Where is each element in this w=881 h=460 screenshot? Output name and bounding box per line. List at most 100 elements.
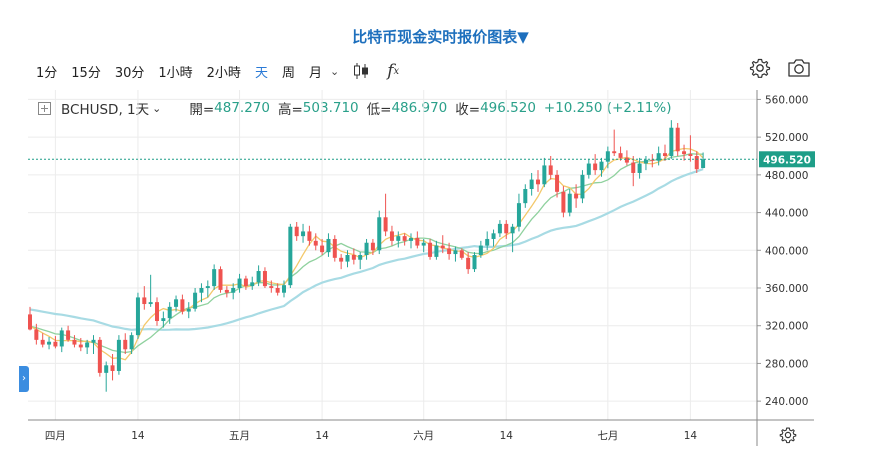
candle-body bbox=[135, 297, 140, 336]
legend-symbol[interactable]: BCHUSD, 1天 bbox=[61, 102, 150, 118]
legend-symbol-chevron-icon[interactable]: ⌄ bbox=[152, 101, 162, 115]
legend-open-value: 487.270 bbox=[214, 100, 270, 116]
candle bbox=[542, 157, 547, 188]
candle bbox=[497, 220, 502, 238]
x-tick-label: 五月 bbox=[229, 430, 250, 442]
last-price-badge bbox=[759, 151, 815, 168]
candle-body bbox=[682, 151, 687, 155]
candle-body bbox=[428, 242, 433, 257]
settings-gear-icon[interactable] bbox=[749, 57, 771, 83]
interval-2hour[interactable]: 2小時 bbox=[206, 65, 241, 81]
candle bbox=[282, 280, 286, 298]
legend-collapse-icon[interactable] bbox=[38, 101, 51, 115]
candle bbox=[59, 327, 64, 353]
interval-more-chevron-icon[interactable]: ⌄ bbox=[329, 64, 340, 78]
interval-day[interactable]: 天 bbox=[254, 65, 268, 81]
candle-body bbox=[364, 242, 369, 255]
candle-body bbox=[593, 163, 598, 171]
candle-body bbox=[110, 365, 115, 371]
candle-body bbox=[383, 217, 388, 232]
fx-sub: x bbox=[393, 65, 400, 77]
candle-body bbox=[478, 245, 483, 255]
y-tick-label: 520.000 bbox=[765, 132, 808, 144]
interval-week[interactable]: 周 bbox=[281, 65, 295, 81]
candle bbox=[364, 238, 369, 260]
candle-body bbox=[472, 255, 477, 270]
candle-body bbox=[459, 250, 464, 258]
candle bbox=[516, 193, 521, 232]
candle-body bbox=[307, 231, 312, 241]
axis-settings-gear-icon[interactable] bbox=[779, 426, 797, 448]
candle-body bbox=[129, 335, 134, 350]
candle bbox=[656, 146, 661, 166]
candle-body bbox=[529, 179, 534, 189]
candle bbox=[434, 240, 439, 260]
candle-body bbox=[28, 314, 32, 330]
candle bbox=[243, 275, 248, 290]
candle-body bbox=[148, 302, 153, 305]
candle bbox=[536, 170, 540, 192]
page-title[interactable]: 比特币现金实时报价图表▼ bbox=[352, 28, 529, 46]
candle-body bbox=[288, 226, 293, 286]
candle bbox=[663, 144, 667, 161]
candle-body bbox=[78, 344, 83, 348]
candle-body bbox=[548, 165, 553, 175]
candle bbox=[53, 336, 58, 349]
candle-body bbox=[320, 245, 325, 253]
chart-grid bbox=[28, 90, 757, 420]
candle-body bbox=[243, 278, 248, 287]
candle bbox=[682, 144, 687, 161]
candle bbox=[555, 170, 560, 198]
candle bbox=[186, 302, 191, 319]
candle-body bbox=[370, 242, 375, 251]
candle-body bbox=[536, 179, 540, 185]
candle-body bbox=[396, 236, 401, 241]
legend-open-label: 開= bbox=[189, 102, 215, 118]
candle-body bbox=[440, 245, 445, 249]
candle-body bbox=[504, 223, 509, 234]
side-panel-toggle[interactable]: › bbox=[19, 366, 29, 392]
candle-body bbox=[618, 153, 623, 158]
candle bbox=[148, 274, 153, 307]
candle bbox=[624, 150, 629, 166]
candle-body bbox=[351, 255, 356, 260]
candle-body bbox=[656, 153, 661, 161]
candle bbox=[224, 286, 229, 298]
candle-body bbox=[53, 341, 58, 347]
candle bbox=[504, 220, 509, 239]
interval-30min[interactable]: 30分 bbox=[114, 65, 145, 81]
candle bbox=[142, 286, 147, 310]
screenshot-camera-icon[interactable] bbox=[787, 57, 811, 83]
candle-body bbox=[643, 159, 648, 164]
interval-1hour[interactable]: 1小時 bbox=[158, 65, 193, 81]
candle-body bbox=[669, 127, 674, 156]
candle bbox=[472, 252, 477, 272]
candle bbox=[231, 283, 236, 300]
candle-body bbox=[402, 236, 407, 241]
candle bbox=[345, 250, 350, 268]
candle bbox=[485, 231, 490, 251]
candle bbox=[97, 337, 102, 377]
candle bbox=[669, 120, 674, 159]
candle-body bbox=[580, 174, 585, 199]
candle bbox=[440, 235, 445, 254]
candle bbox=[72, 335, 77, 348]
x-tick-label: 四月 bbox=[45, 430, 66, 442]
candle-body bbox=[40, 339, 45, 345]
legend-change-value: +10.250 (+2.11%) bbox=[543, 100, 672, 116]
ma-mid-line bbox=[29, 152, 704, 354]
interval-15min[interactable]: 15分 bbox=[71, 65, 101, 81]
candlestick-type-icon[interactable] bbox=[353, 62, 369, 80]
candle-body bbox=[377, 217, 382, 251]
ma-slow-line bbox=[29, 168, 704, 331]
candle-body bbox=[66, 330, 71, 340]
interval-1min[interactable]: 1分 bbox=[36, 65, 58, 81]
candle-body bbox=[72, 339, 77, 345]
candle bbox=[466, 252, 471, 274]
interval-month[interactable]: 月 bbox=[308, 65, 322, 81]
candle-body bbox=[637, 163, 642, 173]
candle-body bbox=[421, 242, 426, 246]
candle bbox=[358, 252, 363, 270]
candle bbox=[110, 354, 115, 381]
